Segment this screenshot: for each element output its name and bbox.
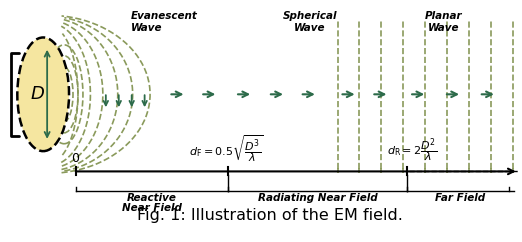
Text: $0$: $0$: [72, 152, 80, 166]
Text: Near Field: Near Field: [122, 203, 182, 213]
Text: $d_{\rm F}=0.5\sqrt{\dfrac{D^3}{\lambda}}$: $d_{\rm F}=0.5\sqrt{\dfrac{D^3}{\lambda}…: [189, 134, 264, 166]
Text: Planar
Wave: Planar Wave: [425, 11, 463, 33]
Text: $d_{\rm R}=2\dfrac{D^2}{\lambda}$: $d_{\rm R}=2\dfrac{D^2}{\lambda}$: [387, 137, 437, 166]
Text: $\mathit{D}$: $\mathit{D}$: [30, 85, 45, 103]
Ellipse shape: [17, 38, 69, 151]
Text: Far Field: Far Field: [435, 193, 485, 203]
Text: Fig. 1: Illustration of the EM field.: Fig. 1: Illustration of the EM field.: [137, 208, 403, 223]
Text: Spherical
Wave: Spherical Wave: [282, 11, 337, 33]
Text: Radiating Near Field: Radiating Near Field: [258, 193, 377, 203]
Text: Reactive: Reactive: [127, 193, 177, 203]
Text: Evanescent
Wave: Evanescent Wave: [130, 11, 197, 33]
